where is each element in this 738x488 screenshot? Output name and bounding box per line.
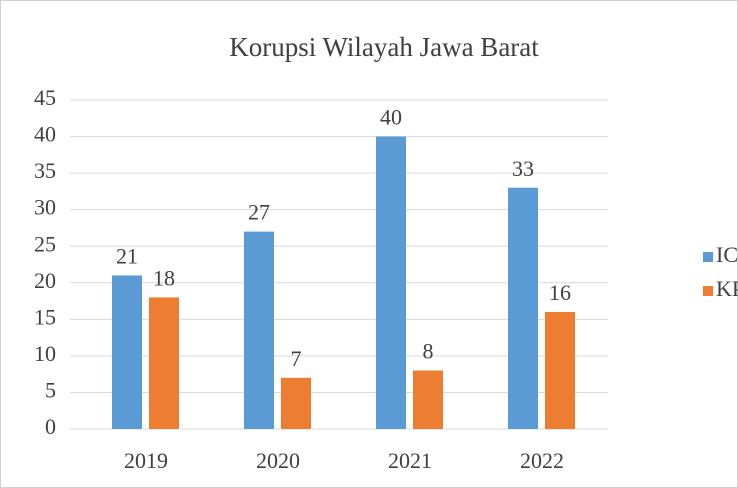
y-tick-label: 25 — [34, 231, 56, 256]
legend-swatch — [703, 252, 713, 262]
x-tick-label: 2020 — [256, 448, 300, 473]
data-label: 18 — [153, 265, 175, 290]
bar — [413, 370, 443, 429]
y-tick-label: 15 — [34, 304, 56, 329]
data-label: 16 — [549, 280, 571, 305]
legend-swatch — [703, 286, 713, 296]
data-label: 40 — [380, 105, 402, 130]
y-tick-label: 5 — [45, 377, 56, 402]
data-label: 27 — [248, 200, 270, 225]
chart-title: Korupsi Wilayah Jawa Barat — [229, 32, 539, 62]
x-tick-label: 2021 — [388, 448, 432, 473]
y-tick-label: 20 — [34, 268, 56, 293]
data-label: 33 — [512, 156, 534, 181]
y-tick-label: 30 — [34, 195, 56, 220]
legend-label: KPK — [716, 276, 738, 301]
bar — [376, 136, 406, 430]
bar — [112, 275, 142, 429]
bar — [244, 231, 274, 429]
bar — [281, 377, 311, 429]
x-tick-label: 2019 — [124, 448, 168, 473]
y-tick-label: 40 — [34, 122, 56, 147]
y-tick-label: 10 — [34, 341, 56, 366]
y-tick-label: 45 — [34, 85, 56, 110]
y-tick-label: 35 — [34, 158, 56, 183]
data-label: 7 — [291, 346, 302, 371]
data-label: 21 — [116, 244, 138, 269]
bar — [545, 312, 575, 429]
data-label: 8 — [423, 339, 434, 364]
y-tick-label: 0 — [45, 414, 56, 439]
x-tick-label: 2022 — [520, 448, 564, 473]
bar — [149, 297, 179, 429]
legend-label: ICW — [716, 242, 738, 267]
bar — [508, 187, 538, 429]
